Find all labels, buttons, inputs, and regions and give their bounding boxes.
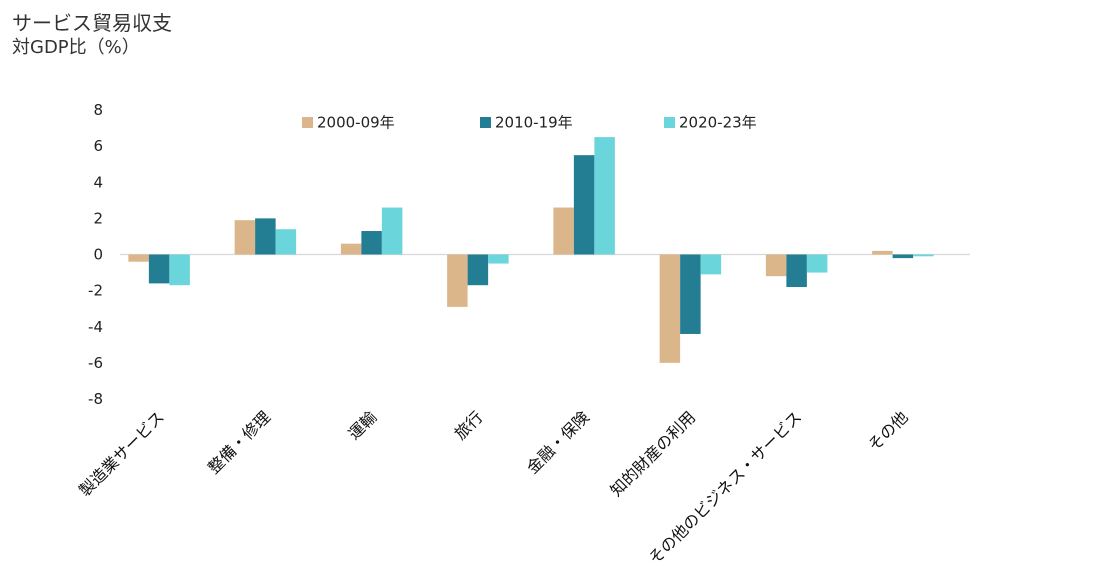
bar-3-2 — [275, 229, 297, 255]
category-label: 運輸 — [344, 407, 380, 443]
bar-1-3 — [340, 243, 362, 255]
y-tick-label: -2 — [88, 282, 103, 300]
category-label: 旅行 — [451, 407, 487, 443]
category-label: その他 — [864, 407, 911, 454]
chart-title: サービス貿易収支 — [12, 11, 172, 35]
y-tick-label: 8 — [93, 101, 103, 119]
chart-subtitle: 対GDP比（%） — [12, 37, 140, 58]
bar-3-4 — [488, 254, 509, 264]
y-tick-label: -6 — [88, 354, 103, 372]
legend-label: 2000-09年 — [317, 114, 395, 132]
bar-1-4 — [447, 254, 468, 307]
bar-1-7 — [765, 254, 787, 277]
bar-2-8 — [892, 254, 914, 259]
bar-1-2 — [234, 220, 256, 255]
y-tick-label: 4 — [93, 173, 103, 191]
bar-2-6 — [680, 254, 701, 334]
legend-swatch — [302, 117, 313, 128]
bar-1-1 — [128, 254, 149, 262]
bar-2-7 — [786, 254, 807, 288]
bar-2-4 — [467, 254, 489, 286]
bar-1-6 — [659, 254, 681, 363]
y-tick-label: 0 — [93, 246, 103, 264]
y-tick-label: 2 — [93, 209, 103, 227]
legend-label: 2020-23年 — [679, 114, 757, 132]
chart-titles: サービス貿易収支 対GDP比（%） — [12, 10, 172, 60]
bar-2-3 — [361, 231, 382, 255]
bar-1-8 — [872, 250, 893, 255]
bar-3-5 — [594, 137, 615, 255]
bar-3-3 — [381, 207, 403, 255]
category-label: 金融・保険 — [523, 407, 593, 477]
bar-3-6 — [700, 254, 722, 275]
legend-label: 2010-19年 — [495, 114, 573, 132]
y-tick-label: 6 — [93, 137, 103, 155]
y-tick-label: -8 — [88, 390, 103, 408]
legend-swatch — [480, 117, 491, 128]
category-label: 整備・修理 — [204, 407, 274, 477]
legend-swatch — [664, 117, 675, 128]
category-label: 知的財産の利用 — [607, 407, 700, 500]
y-tick-label: -4 — [88, 318, 103, 336]
category-label: 製造業サービス — [75, 407, 168, 500]
bar-3-8 — [913, 254, 934, 257]
bar-2-5 — [573, 155, 595, 255]
bar-2-2 — [255, 218, 276, 255]
bar-3-7 — [806, 254, 828, 273]
bar-2-1 — [148, 254, 170, 284]
bar-3-1 — [169, 254, 190, 286]
bar-1-5 — [553, 207, 574, 255]
